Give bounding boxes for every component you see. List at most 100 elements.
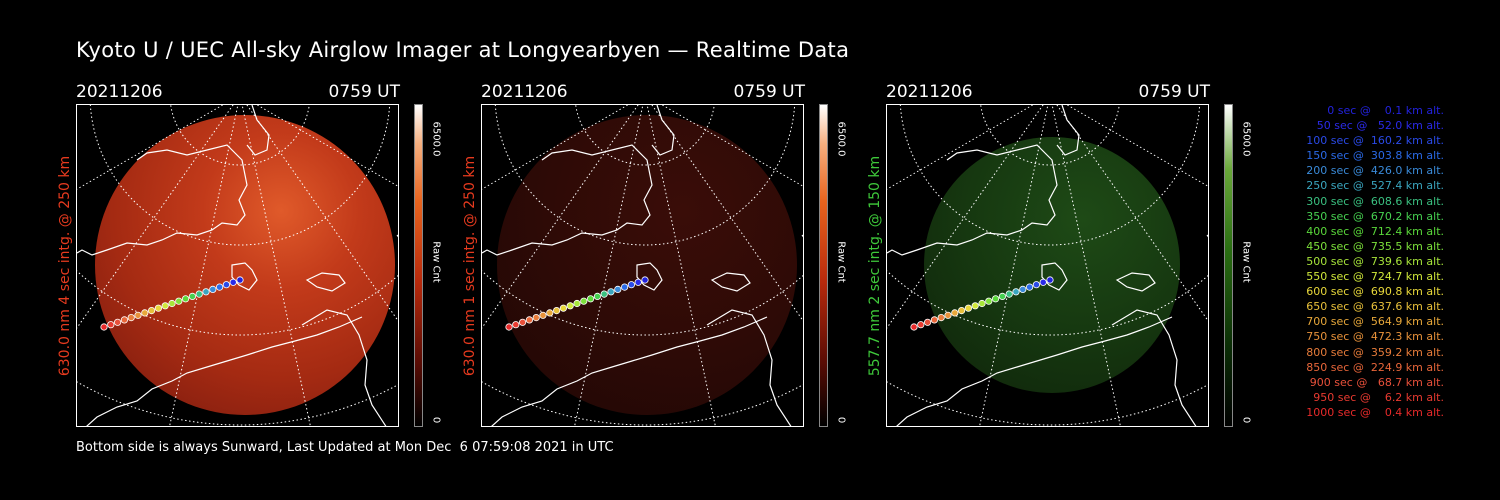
map-grid: [77, 105, 398, 426]
trajectory-point: [154, 304, 163, 312]
legend-entry: 650 sec @ 637.6 km alt.: [1302, 300, 1444, 314]
trajectory-point: [175, 297, 183, 305]
allsky-panel-1: 20211206 0759 UT 630.0 nm 4 sec intg. @ …: [57, 82, 496, 432]
panel-time: 0759 UT: [328, 82, 401, 102]
trajectory-point: [944, 311, 952, 319]
trajectory-point: [188, 292, 197, 300]
coastline: [1056, 105, 1080, 156]
latitude-circle: [77, 270, 398, 336]
latitude-circle: [482, 270, 803, 336]
trajectory-point: [202, 288, 210, 296]
coastline: [305, 272, 346, 292]
colorbar-unit-label: Raw Cnt: [834, 232, 848, 292]
trajectory-point: [614, 285, 622, 293]
trajectory-point: [141, 309, 149, 317]
trajectory-point: [1005, 290, 1013, 298]
legend-entry: 200 sec @ 426.0 km alt.: [1302, 164, 1444, 178]
trajectory-point: [985, 297, 993, 305]
coastline: [77, 144, 248, 256]
coastline: [396, 234, 398, 238]
trajectory-point: [127, 314, 135, 322]
legend-entry: 0 sec @ 0.1 km alt.: [1316, 104, 1444, 117]
coastline: [1206, 234, 1208, 238]
panel-ylabel-text: 557.7 nm 2 sec intg. @ 150 km: [867, 155, 883, 376]
trajectory-point: [229, 278, 237, 286]
trajectory-point: [1046, 276, 1054, 284]
trajectory-point: [641, 276, 649, 284]
trajectory-point: [593, 292, 602, 300]
coastline: [1041, 262, 1068, 291]
legend-entry: 750 sec @ 472.3 km alt.: [1302, 330, 1444, 344]
allsky-image-svg: [482, 105, 803, 426]
trajectory-point: [958, 307, 966, 315]
trajectory-legend: 0 sec @ 0.1 km alt. 50 sec @ 52.0 km alt…: [1268, 103, 1444, 420]
trajectory-point: [937, 314, 945, 322]
panel-ylabel: 630.0 nm 1 sec intg. @ 250 km: [460, 104, 480, 427]
coastline: [801, 234, 803, 238]
trajectory-point: [216, 283, 224, 291]
allsky-disc: [497, 115, 797, 415]
trajectory-point: [1032, 281, 1040, 289]
coastline: [887, 144, 1058, 256]
trajectory-point: [148, 307, 156, 315]
legend-entry: 900 sec @ 68.7 km alt.: [1306, 375, 1444, 389]
legend-entry: 950 sec @ 6.2 km alt.: [1309, 390, 1444, 404]
trajectory-point: [573, 299, 581, 308]
trajectory: [100, 276, 244, 331]
colorbar-min-text: 0: [1240, 416, 1252, 424]
panel-date: 20211206: [76, 82, 163, 102]
trajectory-point: [621, 283, 629, 291]
coastline: [491, 316, 768, 426]
colorbar-unit-label: Raw Cnt: [429, 232, 443, 292]
colorbar-unit-text: Raw Cnt: [835, 241, 847, 283]
allsky-image-svg: [77, 105, 398, 426]
coastline: [482, 144, 653, 256]
panel-ylabel: 630.0 nm 4 sec intg. @ 250 km: [55, 104, 75, 427]
trajectory-point: [600, 290, 608, 298]
trajectory-point: [917, 321, 925, 329]
trajectory-point: [546, 309, 554, 317]
legend-entry: 450 sec @ 735.5 km alt.: [1302, 239, 1444, 253]
colorbar-min-label: 0: [1239, 412, 1253, 428]
coastline: [706, 309, 792, 426]
trajectory-point: [168, 299, 176, 308]
trajectory-point: [910, 323, 918, 331]
panel-ylabel-text: 630.0 nm 4 sec intg. @ 250 km: [57, 155, 73, 376]
trajectory-point: [923, 318, 932, 326]
colorbar-max-label: 6500.0: [1239, 104, 1253, 174]
trajectory-point: [627, 281, 635, 289]
allsky-image-svg: [887, 105, 1208, 426]
panel-time: 0759 UT: [1138, 82, 1211, 102]
trajectory-point: [195, 290, 203, 298]
trajectory-point: [505, 323, 513, 331]
colorbar-max-text: 6500.0: [835, 121, 847, 157]
panel-date: 20211206: [886, 82, 973, 102]
trajectory-point: [587, 295, 595, 303]
page-title: Kyoto U / UEC All-sky Airglow Imager at …: [76, 38, 850, 62]
panel-ylabel: 557.7 nm 2 sec intg. @ 150 km: [865, 104, 885, 427]
trajectory-point: [518, 318, 527, 326]
map-grid: [482, 105, 803, 426]
colorbar-min-text: 0: [430, 416, 442, 424]
allsky-disc: [924, 137, 1180, 393]
legend-entry: 400 sec @ 712.4 km alt.: [1302, 224, 1444, 238]
coastlines: [482, 105, 803, 426]
trajectory-point: [992, 295, 1000, 303]
trajectory: [910, 276, 1054, 331]
coastline: [231, 262, 258, 291]
allsky-image: [481, 104, 804, 427]
trajectory-point: [580, 297, 588, 305]
trajectory-point: [134, 311, 142, 319]
trajectory-point: [1039, 278, 1047, 286]
panel-ylabel-text: 630.0 nm 1 sec intg. @ 250 km: [462, 155, 478, 376]
trajectory-point: [236, 276, 244, 284]
trajectory-point: [634, 278, 642, 286]
trajectory-point: [964, 304, 973, 312]
legend-entry: 550 sec @ 724.7 km alt.: [1302, 270, 1444, 284]
colorbar-unit-text: Raw Cnt: [430, 241, 442, 283]
allsky-image: [886, 104, 1209, 427]
trajectory-point: [120, 316, 129, 324]
latitude-circle: [887, 270, 1208, 336]
coastline: [710, 272, 751, 292]
allsky-panel-3: 20211206 0759 UT 557.7 nm 2 sec intg. @ …: [867, 82, 1306, 432]
